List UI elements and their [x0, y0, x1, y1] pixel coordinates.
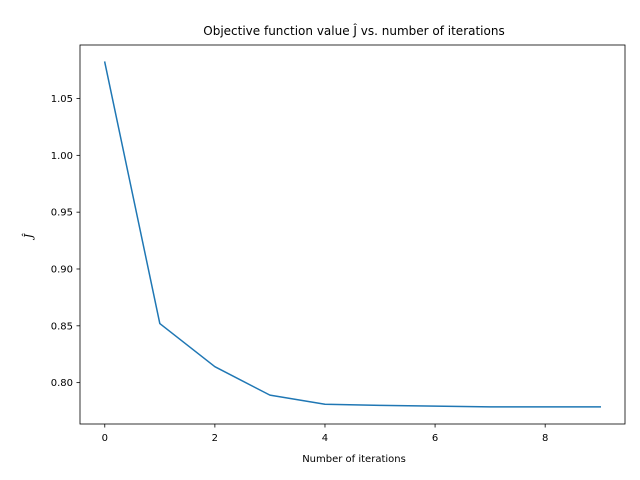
y-tick-label: 0.80 [51, 378, 73, 389]
y-tick-label: 0.90 [51, 264, 73, 275]
y-tick-label: 1.00 [51, 151, 73, 162]
x-tick-label: 6 [432, 433, 438, 444]
y-tick-label: 0.85 [51, 321, 73, 332]
y-tick-label: 0.95 [51, 208, 73, 219]
y-axis-ticks: 0.80 0.85 0.90 0.95 1.00 1.05 [51, 94, 80, 389]
chart-title: Objective function value Ĵ vs. number of… [203, 24, 504, 38]
x-tick-label: 4 [322, 433, 328, 444]
x-tick-label: 8 [542, 433, 548, 444]
y-tick-label: 1.05 [51, 94, 73, 105]
y-axis-label: Ĵ [21, 233, 35, 240]
x-tick-label: 2 [212, 433, 218, 444]
axes-frame [79, 44, 626, 425]
x-axis-ticks: 0 2 4 6 8 [102, 424, 548, 444]
x-tick-label: 0 [102, 433, 108, 444]
x-axis-label: Number of iterations [302, 454, 406, 465]
series-line [103, 61, 601, 408]
